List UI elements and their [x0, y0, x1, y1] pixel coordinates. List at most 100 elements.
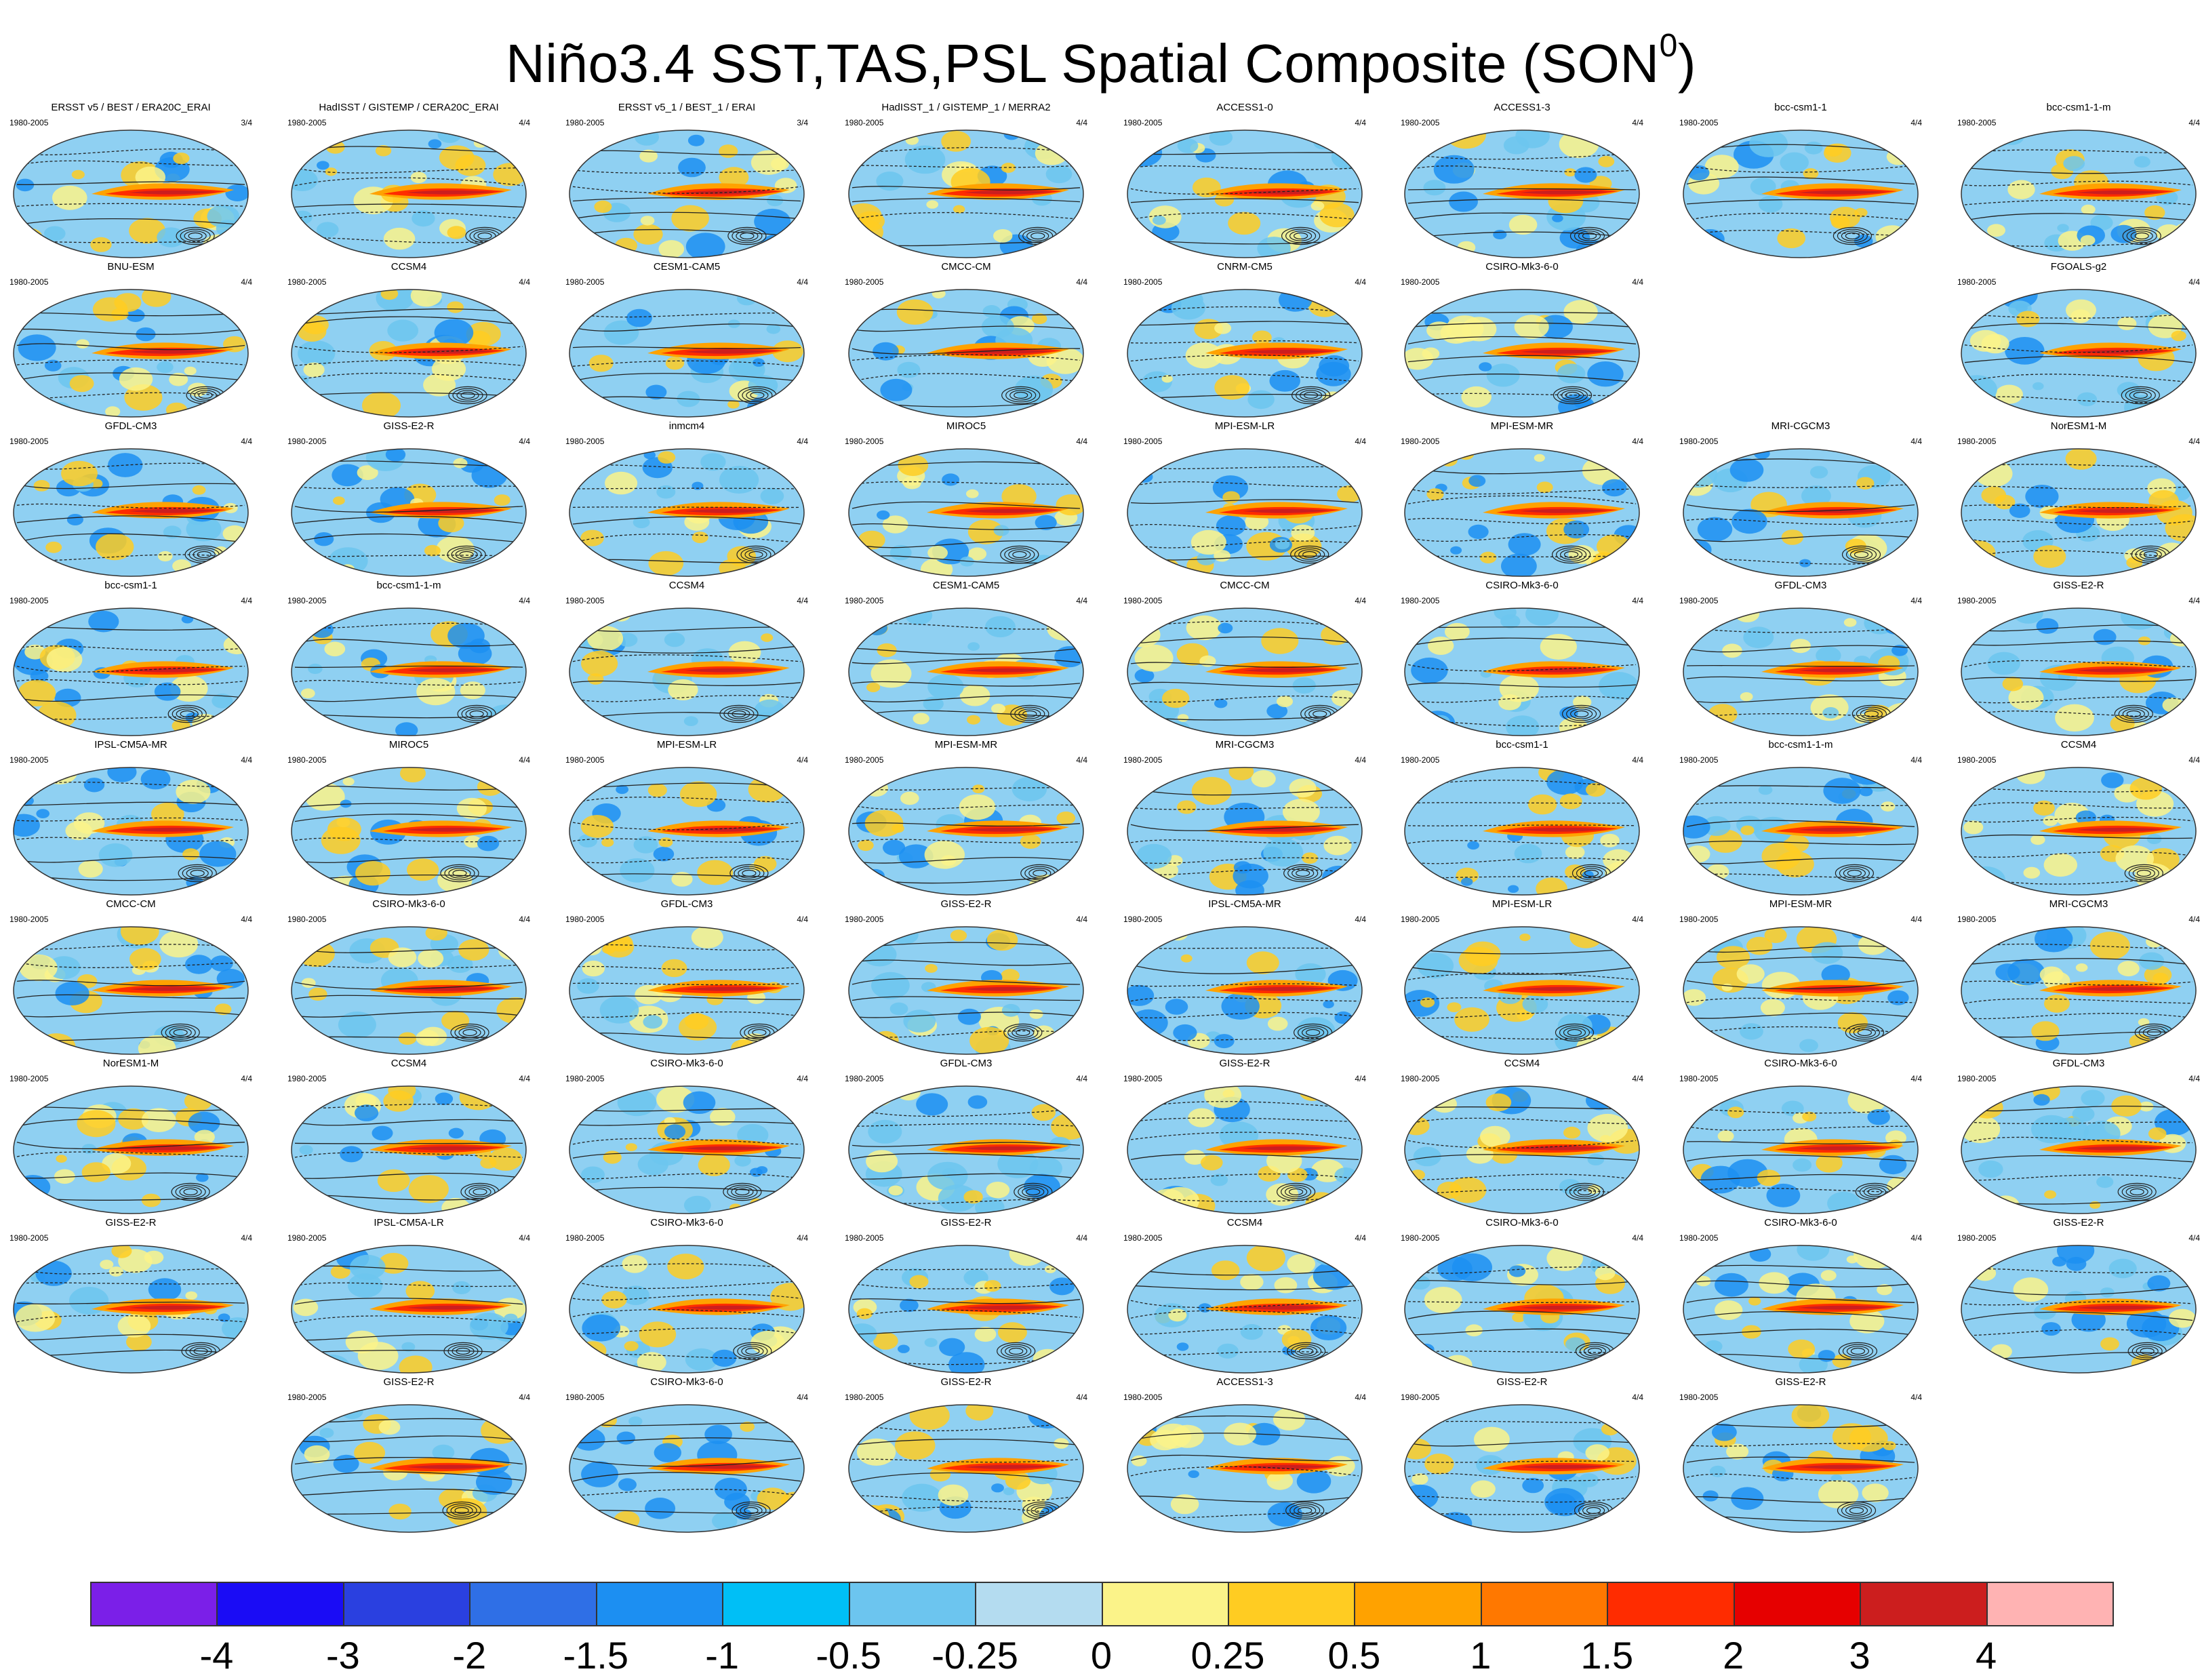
panel-period: 1980-2005 — [1123, 1393, 1163, 1402]
panel-model-name: MPI-ESM-MR — [934, 739, 998, 751]
map-panel: MRI-CGCM3 1980-2005 4/4 — [1675, 420, 1926, 582]
panel-ratio: 4/4 — [241, 1074, 252, 1083]
panel-ratio: 4/4 — [797, 1393, 808, 1402]
composite-map — [291, 289, 527, 418]
panel-model-name: GISS-E2-R — [1219, 1058, 1270, 1069]
panel-period: 1980-2005 — [1123, 118, 1163, 127]
map-panel: CCSM4 1980-2005 4/4 — [283, 261, 534, 422]
map-panel: CSIRO-Mk3-6-0 1980-2005 4/4 — [1397, 580, 1647, 741]
composite-map — [569, 767, 805, 896]
panel-period: 1980-2005 — [845, 596, 884, 605]
page-title: Niño3.4 SST,TAS,PSL Spatial Composite (S… — [0, 5, 2202, 104]
panel-model-name: CSIRO-Mk3-6-0 — [650, 1058, 723, 1069]
panel-period: 1980-2005 — [9, 755, 49, 765]
panel-model-name: MPI-ESM-MR — [1769, 898, 1833, 910]
map-panel: CSIRO-Mk3-6-0 1980-2005 4/4 — [561, 1058, 812, 1219]
panel-ratio: 4/4 — [1076, 596, 1087, 605]
panel-ratio: 4/4 — [519, 755, 530, 765]
colorbar-tick-label: 0.5 — [1327, 1634, 1381, 1677]
panel-model-name: MIROC5 — [388, 739, 429, 751]
panel-model-name: GISS-E2-R — [1775, 1376, 1826, 1388]
map-panel: MRI-CGCM3 1980-2005 4/4 — [1953, 898, 2202, 1060]
map-panel: ACCESS1-0 1980-2005 4/4 — [1119, 102, 1370, 263]
panel-model-name: CCSM4 — [2060, 739, 2097, 751]
panel-period: 1980-2005 — [1401, 437, 1440, 446]
composite-map — [569, 448, 805, 577]
composite-map — [1404, 1085, 1640, 1214]
panel-period: 1980-2005 — [1123, 596, 1163, 605]
panel-period: 1980-2005 — [565, 596, 605, 605]
colorbar-tick-label: -1.5 — [563, 1634, 629, 1677]
colorbar-box — [722, 1582, 850, 1626]
map-panel: GISS-E2-R 1980-2005 4/4 — [1953, 1217, 2202, 1378]
composite-map — [1961, 767, 2197, 896]
composite-map — [1404, 926, 1640, 1055]
panel-model-name: HadISST / GISTEMP / CERA20C_ERAI — [319, 102, 499, 113]
composite-map — [569, 1245, 805, 1374]
map-panel: bcc-csm1-1 1980-2005 4/4 — [1675, 102, 1926, 263]
colorbar-tick-label: -4 — [199, 1634, 234, 1677]
panel-model-name: MIROC5 — [946, 420, 986, 432]
map-panel: inmcm4 1980-2005 4/4 — [561, 420, 812, 582]
panel-ratio: 4/4 — [797, 915, 808, 924]
panel-period: 1980-2005 — [1123, 437, 1163, 446]
panel-period: 1980-2005 — [287, 277, 327, 287]
panel-period: 1980-2005 — [565, 118, 605, 127]
panel-period: 1980-2005 — [845, 1393, 884, 1402]
panel-period: 1980-2005 — [9, 118, 49, 127]
composite-map — [291, 129, 527, 258]
panel-period: 1980-2005 — [1401, 1393, 1440, 1402]
colorbar-box — [1860, 1582, 1988, 1626]
composite-map — [569, 607, 805, 736]
panel-period: 1980-2005 — [1957, 1074, 1997, 1083]
panel-ratio: 4/4 — [1355, 118, 1366, 127]
panel-ratio: 4/4 — [1076, 1074, 1087, 1083]
panel-period: 1980-2005 — [1679, 596, 1719, 605]
panel-model-name: NorESM1-M — [2050, 420, 2107, 432]
panel-period: 1980-2005 — [9, 277, 49, 287]
colorbar-tick-label: 3 — [1849, 1634, 1870, 1677]
panel-ratio: 4/4 — [1355, 277, 1366, 287]
panel-ratio: 4/4 — [1632, 596, 1643, 605]
panel-period: 1980-2005 — [1401, 755, 1440, 765]
panel-period: 1980-2005 — [287, 1074, 327, 1083]
panel-model-name: CCSM4 — [1504, 1058, 1540, 1069]
panel-period: 1980-2005 — [9, 437, 49, 446]
map-panel: CSIRO-Mk3-6-0 1980-2005 4/4 — [561, 1217, 812, 1378]
panel-ratio: 4/4 — [1076, 437, 1087, 446]
colorbar-tick-label: -0.5 — [816, 1634, 881, 1677]
panel-model-name: GISS-E2-R — [383, 420, 435, 432]
map-panel: HadISST / GISTEMP / CERA20C_ERAI 1980-20… — [283, 102, 534, 263]
panel-model-name: bcc-csm1-1-m — [2046, 102, 2111, 113]
panel-model-name: ACCESS1-3 — [1216, 1376, 1273, 1388]
composite-map — [569, 289, 805, 418]
map-panel: NorESM1-M 1980-2005 4/4 — [5, 1058, 256, 1219]
panel-period: 1980-2005 — [1401, 1233, 1440, 1243]
composite-map — [848, 926, 1084, 1055]
panel-model-name: GISS-E2-R — [105, 1217, 157, 1228]
map-panel: MIROC5 1980-2005 4/4 — [283, 739, 534, 900]
map-panel: MRI-CGCM3 1980-2005 4/4 — [1119, 739, 1370, 900]
panel-model-name: HadISST_1 / GISTEMP_1 / MERRA2 — [881, 102, 1051, 113]
colorbar-tick-label: -0.25 — [932, 1634, 1018, 1677]
map-panel: CSIRO-Mk3-6-0 1980-2005 4/4 — [1397, 1217, 1647, 1378]
colorbar-box — [469, 1582, 597, 1626]
panel-period: 1980-2005 — [845, 915, 884, 924]
composite-map — [1404, 767, 1640, 896]
panel-period: 1980-2005 — [1123, 1233, 1163, 1243]
composite-map — [1404, 289, 1640, 418]
composite-map — [569, 129, 805, 258]
panel-model-name: CESM1-CAM5 — [653, 261, 721, 273]
map-panel: ACCESS1-3 1980-2005 4/4 — [1397, 102, 1647, 263]
panel-model-name: GISS-E2-R — [2053, 1217, 2104, 1228]
panel-ratio: 4/4 — [1076, 755, 1087, 765]
panel-model-name: CSIRO-Mk3-6-0 — [650, 1376, 723, 1388]
composite-map — [848, 1245, 1084, 1374]
title-superscript: 0 — [1659, 28, 1678, 64]
map-panel: GFDL-CM3 1980-2005 4/4 — [1675, 580, 1926, 741]
panel-period: 1980-2005 — [1123, 277, 1163, 287]
panel-ratio: 3/4 — [797, 118, 808, 127]
map-panel: GISS-E2-R 1980-2005 4/4 — [283, 1376, 534, 1538]
composite-map — [569, 1085, 805, 1214]
panel-model-name: CMCC-CM — [1220, 580, 1270, 591]
